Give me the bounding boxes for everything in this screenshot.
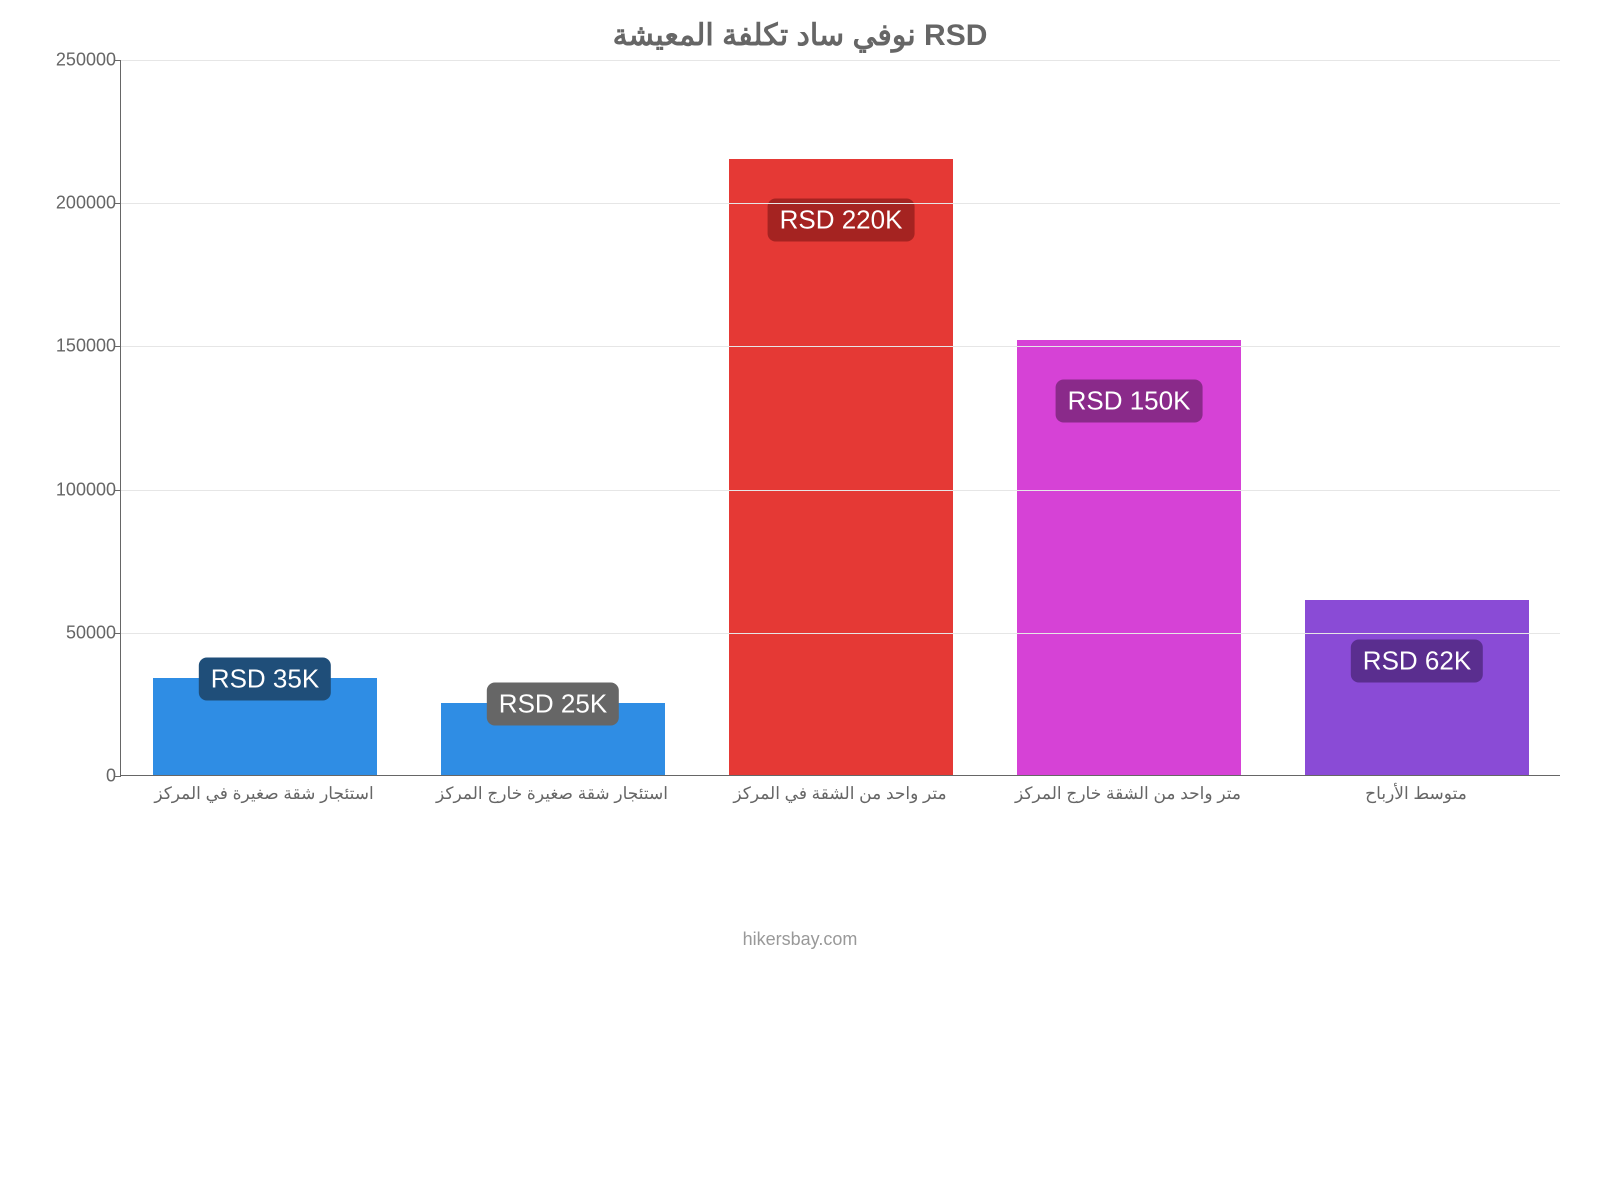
bar-value-label: RSD 220K bbox=[768, 199, 915, 242]
grid-line bbox=[121, 490, 1560, 491]
bar-value-label: RSD 62K bbox=[1351, 640, 1483, 683]
y-tick-label: 0 bbox=[0, 766, 116, 787]
chart-footer: hikersbay.com bbox=[0, 929, 1600, 950]
bar-value-label: RSD 25K bbox=[487, 683, 619, 726]
x-axis-labels: استئجار شقة صغيرة في المركز استئجار شقة ص… bbox=[120, 784, 1560, 824]
y-tick-label: 200000 bbox=[0, 193, 116, 214]
x-axis-label: استئجار شقة صغيرة خارج المركز bbox=[436, 784, 668, 804]
bar-value-label: RSD 35K bbox=[199, 657, 331, 700]
plot-area: RSD 35K RSD 25K RSD 220K RSD 150K RSD 62K bbox=[120, 60, 1560, 776]
y-tick-label: 50000 bbox=[0, 622, 116, 643]
x-axis-label: متر واحد من الشقة في المركز bbox=[733, 784, 946, 804]
y-tick-mark bbox=[115, 60, 121, 61]
bar bbox=[729, 159, 954, 775]
y-tick-mark bbox=[115, 203, 121, 204]
x-axis-label: متوسط الأرباح bbox=[1365, 784, 1467, 804]
y-tick-mark bbox=[115, 633, 121, 634]
grid-line bbox=[121, 346, 1560, 347]
y-tick-mark bbox=[115, 776, 121, 777]
cost-of-living-chart: نوفي ساد تكلفة المعيشة RSD 0 50000 100000 1… bbox=[0, 0, 1600, 1200]
bar bbox=[1305, 600, 1530, 775]
grid-line bbox=[121, 633, 1560, 634]
x-axis-label: متر واحد من الشقة خارج المركز bbox=[1015, 784, 1241, 804]
y-tick-label: 100000 bbox=[0, 479, 116, 500]
bar-value-label: RSD 150K bbox=[1056, 379, 1203, 422]
y-tick-mark bbox=[115, 490, 121, 491]
chart-title: نوفي ساد تكلفة المعيشة RSD bbox=[0, 18, 1600, 53]
y-tick-mark bbox=[115, 346, 121, 347]
grid-line bbox=[121, 203, 1560, 204]
bars-container: RSD 35K RSD 25K RSD 220K RSD 150K RSD 62K bbox=[121, 60, 1560, 775]
grid-line bbox=[121, 60, 1560, 61]
x-axis-label: استئجار شقة صغيرة في المركز bbox=[154, 784, 373, 804]
y-tick-label: 250000 bbox=[0, 50, 116, 71]
y-tick-label: 150000 bbox=[0, 336, 116, 357]
